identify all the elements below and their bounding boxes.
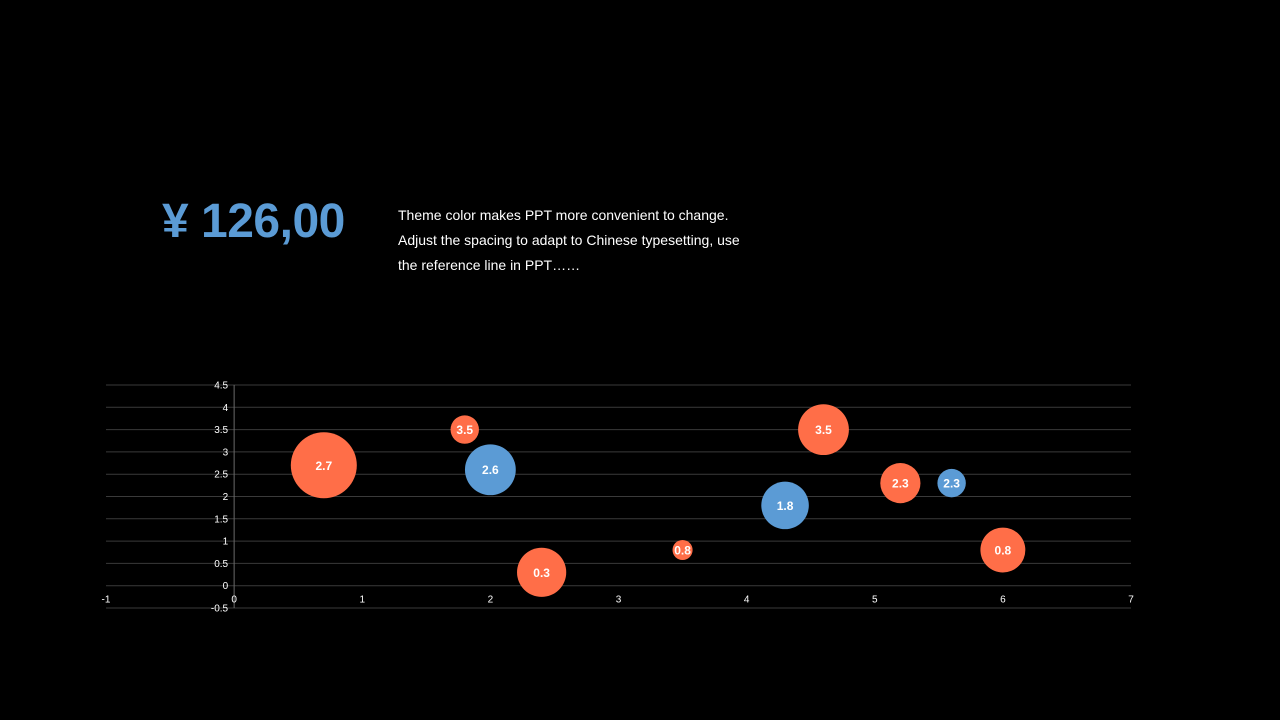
bubble [464, 444, 516, 496]
bubble-label: 0.8 [995, 544, 1012, 558]
y-tick-label: -0.5 [211, 604, 229, 615]
bubble [937, 468, 966, 498]
bubble-label: 2.3 [943, 477, 960, 491]
bubble [290, 432, 357, 499]
x-tick-label: 2 [488, 595, 494, 606]
bubbles: 2.7 3.5 0.3 0.8 3.5 2.3 0.8 2.6 1.8 2.3 [290, 404, 1026, 597]
bubble-label: 1.8 [777, 499, 794, 513]
bubble-label: 2.3 [892, 477, 909, 491]
bubble-label: 0.8 [674, 544, 691, 558]
x-tick-label: 1 [359, 595, 365, 606]
bubble [517, 547, 567, 597]
bubble [880, 463, 921, 504]
description-line-1: Theme color makes PPT more convenient to… [398, 207, 729, 223]
y-tick-label: 3 [223, 447, 229, 458]
description-text: Theme color makes PPT more convenient to… [398, 203, 778, 278]
tick-labels: -0.500.511.522.533.544.5-1 0 1 2 3 4 5 6 7 [102, 381, 1135, 615]
x-tick-label: 3 [616, 595, 622, 606]
y-tick-label: 1.5 [214, 514, 228, 525]
y-tick-label: 2 [223, 492, 229, 503]
y-tick-label: 0.5 [214, 559, 228, 570]
x-tick-label: 5 [872, 595, 878, 606]
y-tick-label: 4 [223, 403, 229, 414]
bubble [672, 539, 693, 561]
y-tick-label: 4.5 [214, 381, 228, 392]
bubble [798, 404, 849, 456]
gridlines [106, 384, 1131, 609]
y-tick-label: 2.5 [214, 470, 228, 481]
bubble-label: 3.5 [456, 423, 473, 437]
x-tick-label: 4 [744, 595, 750, 606]
x-tick-label: 7 [1128, 595, 1134, 606]
price-value: ¥ 126,00 [162, 195, 345, 248]
x-tick-label: 6 [1000, 595, 1006, 606]
x-tick-label: -1 [102, 595, 111, 606]
y-tick-label: 3.5 [214, 425, 228, 436]
bubble [980, 527, 1026, 573]
bubble [761, 481, 809, 530]
bubble [450, 415, 479, 444]
description-line-3: the reference line in PPT…… [398, 257, 581, 273]
y-tick-label: 1 [223, 537, 229, 548]
y-tick-label: 0 [223, 581, 229, 592]
bubble-label: 2.6 [482, 463, 499, 477]
bubble-label: 2.7 [315, 459, 332, 473]
bubble-label: 3.5 [815, 423, 832, 437]
description-line-2: Adjust the spacing to adapt to Chinese t… [398, 232, 740, 248]
bubble-label: 0.3 [533, 566, 550, 580]
x-tick-label: 0 [231, 595, 237, 606]
